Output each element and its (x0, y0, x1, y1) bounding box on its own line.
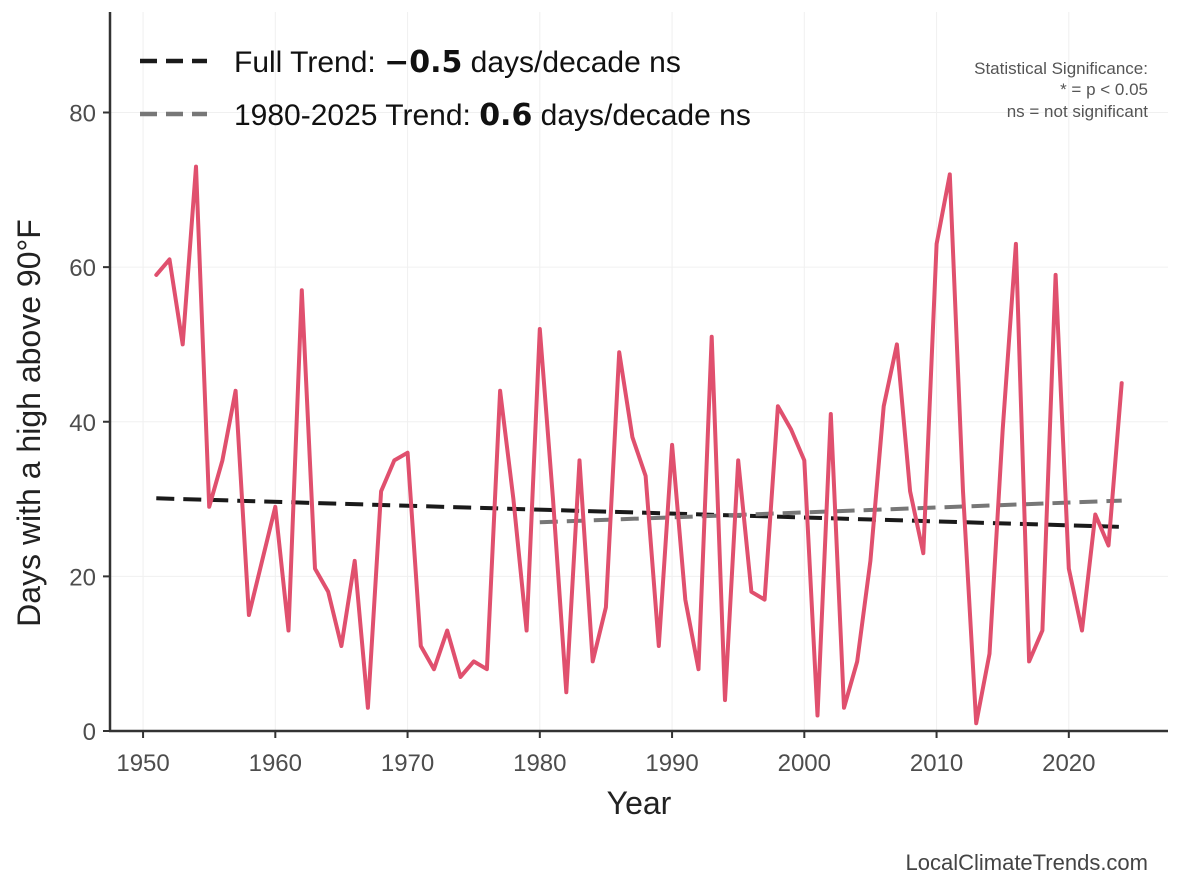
legend-label-suffix: days/decade ns (532, 99, 750, 132)
y-tick-label: 60 (69, 255, 96, 282)
legend-label-value: −0.5 (384, 45, 462, 80)
significance-note-line: * = p < 0.05 (1060, 80, 1148, 99)
y-tick-label: 80 (69, 101, 96, 128)
days-above-90-line (154, 164, 1124, 726)
legend-label: Full Trend: −0.5 days/decade ns (234, 45, 681, 80)
x-tick-label: 2000 (778, 750, 831, 777)
x-tick-label: 1960 (249, 750, 302, 777)
x-tick-label: 1990 (645, 750, 698, 777)
x-tick-label: 2010 (910, 750, 963, 777)
legend: Full Trend: −0.5 days/decade ns1980-2025… (140, 45, 751, 133)
x-tick-label: 2020 (1042, 750, 1095, 777)
trend-lines (156, 496, 1122, 529)
x-axis-title: Year (607, 785, 672, 821)
x-tick-label: 1950 (116, 750, 169, 777)
axes (108, 12, 1168, 733)
legend-label: 1980-2025 Trend: 0.6 days/decade ns (234, 98, 751, 133)
recent-trend-line (539, 498, 1122, 525)
series-lines (154, 164, 1124, 726)
full-trend-line (156, 496, 1122, 529)
legend-label-suffix: days/decade ns (462, 46, 680, 79)
y-tick-label: 20 (69, 564, 96, 591)
y-tick-label: 0 (83, 719, 96, 746)
y-axis-title: Days with a high above 90°F (11, 219, 47, 627)
legend-label-value: 0.6 (479, 98, 532, 133)
legend-label-prefix: 1980-2025 Trend: (234, 99, 479, 132)
significance-note-line: ns = not significant (1007, 102, 1149, 121)
y-ticks: 0 20 40 60 80 (69, 101, 110, 746)
y-tick-label: 40 (69, 410, 96, 437)
significance-note-line: Statistical Significance: (974, 59, 1148, 78)
x-ticks: 1950 1960 1970 1980 1990 2000 2010 2020 (116, 731, 1096, 777)
x-tick-label: 1970 (381, 750, 434, 777)
x-tick-label: 1980 (513, 750, 566, 777)
legend-label-prefix: Full Trend: (234, 46, 384, 79)
source-credit: LocalClimateTrends.com (906, 850, 1149, 875)
significance-note: Statistical Significance: * = p < 0.05 n… (974, 59, 1148, 121)
